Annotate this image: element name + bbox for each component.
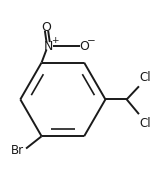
Text: Cl: Cl xyxy=(140,71,151,84)
Text: O: O xyxy=(79,40,89,53)
Text: O: O xyxy=(42,21,51,34)
Text: Cl: Cl xyxy=(140,117,151,130)
Text: N: N xyxy=(43,40,53,53)
Text: −: − xyxy=(87,36,95,46)
Text: +: + xyxy=(51,36,58,46)
Text: Br: Br xyxy=(10,144,24,157)
